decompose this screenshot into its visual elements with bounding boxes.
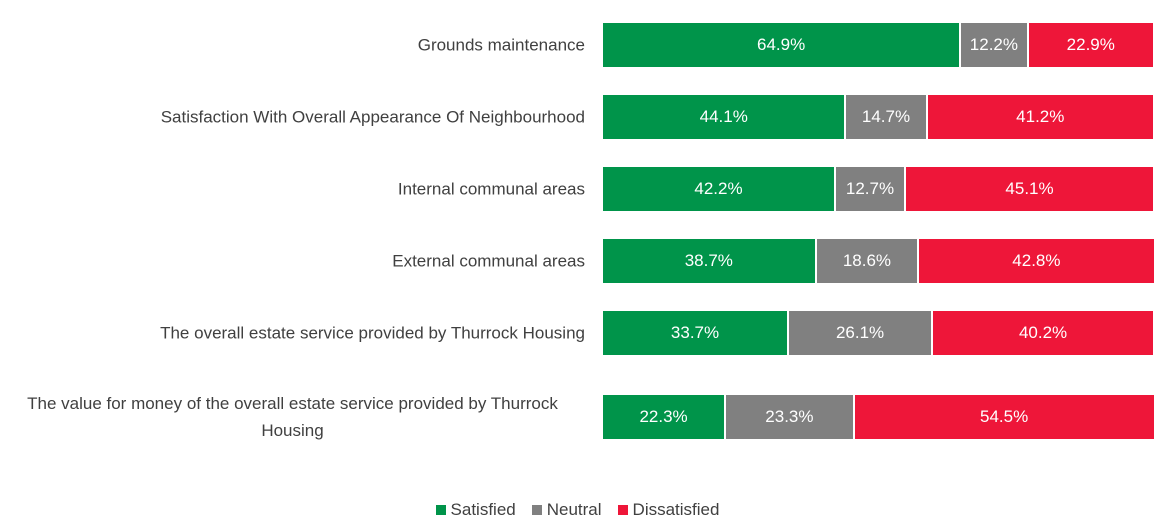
value-label: 42.8% [1012, 251, 1061, 270]
value-label: 22.9% [1066, 35, 1115, 54]
category-label-box: External communal areas [0, 248, 585, 275]
bar-segment: 42.2% [603, 167, 836, 211]
category-label-box: The overall estate service provided by T… [0, 320, 585, 347]
bar-segment: 42.8% [919, 239, 1155, 283]
category-label: Internal communal areas [397, 179, 585, 199]
bar-segment: 33.7% [603, 311, 790, 355]
value-label: 23.3% [765, 407, 814, 426]
bar-segment: 44.1% [603, 95, 847, 139]
legend-swatch [617, 505, 628, 515]
bar-segment: 23.3% [726, 395, 855, 439]
value-label: 14.7% [861, 107, 911, 126]
value-label: 45.1% [1005, 179, 1054, 198]
bar-segment: 12.7% [835, 167, 907, 211]
value-label: 22.3% [639, 407, 688, 426]
value-label: 26.1% [835, 323, 885, 342]
legend-label: Neutral [546, 500, 602, 519]
category-label: Satisfaction With Overall Appearance Of … [160, 107, 585, 127]
value-label: 38.7% [684, 251, 733, 270]
legend-item: Dissatisfied [617, 500, 720, 520]
value-label: 12.7% [845, 179, 895, 198]
legend-item: Satisfied [435, 500, 516, 520]
value-label: 44.1% [699, 107, 748, 126]
bar-segment: 40.2% [933, 311, 1155, 355]
legend-item: Neutral [531, 500, 602, 520]
value-label: 42.2% [694, 179, 743, 198]
category-label: The value for money of the overall estat… [27, 394, 558, 440]
bar-segment: 14.7% [846, 95, 928, 139]
category-label: The overall estate service provided by T… [160, 323, 585, 343]
category-label-box: Internal communal areas [0, 176, 585, 203]
bar-segment: 22.9% [1028, 23, 1155, 67]
legend: Satisfied Neutral Dissatisfied [0, 500, 1155, 520]
legend-label: Satisfied [450, 500, 516, 519]
bar-segment: 18.6% [816, 239, 920, 283]
category-label-box: Grounds maintenance [0, 32, 585, 59]
bar-segment: 22.3% [603, 395, 727, 439]
bar-segment: 64.9% [603, 23, 962, 67]
category-label-box: The value for money of the overall estat… [0, 390, 585, 444]
legend-label: Dissatisfied [632, 500, 720, 519]
bar-segment: 41.2% [927, 95, 1155, 139]
bar-segment: 38.7% [603, 239, 817, 283]
value-label: 41.2% [1016, 107, 1065, 126]
value-label: 12.2% [969, 35, 1018, 54]
bar-segment: 54.5% [854, 395, 1155, 439]
legend-swatch [435, 505, 446, 515]
bar-segment: 45.1% [906, 167, 1155, 211]
bar-segment: 26.1% [789, 311, 934, 355]
value-label: 40.2% [1018, 323, 1068, 342]
bar-segment: 12.2% [961, 23, 1029, 67]
value-label: 64.9% [757, 35, 806, 54]
legend-swatch [531, 505, 542, 515]
category-label: Grounds maintenance [417, 35, 585, 55]
value-label: 18.6% [842, 251, 892, 270]
value-label: 33.7% [670, 323, 720, 342]
value-label: 54.5% [980, 407, 1029, 426]
category-label: External communal areas [392, 251, 585, 271]
category-label-box: Satisfaction With Overall Appearance Of … [0, 104, 585, 131]
